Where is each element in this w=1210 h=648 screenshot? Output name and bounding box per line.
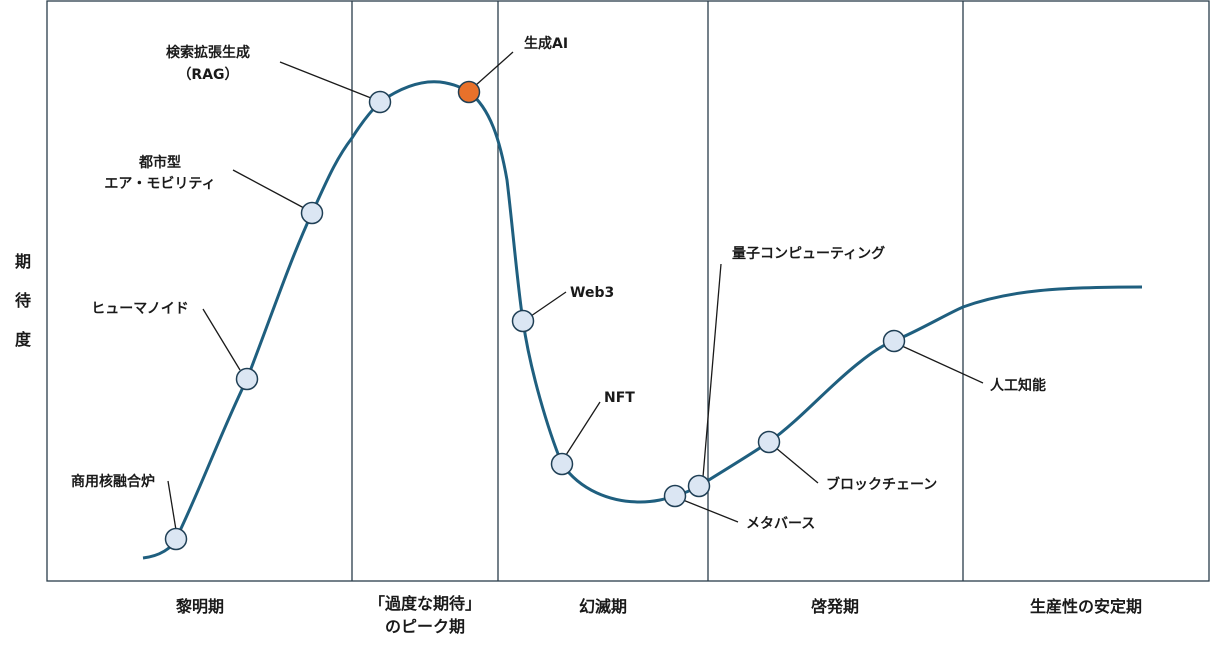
point-humanoid [235, 367, 259, 391]
phase-label-plateau: 生産性の安定期 [1030, 597, 1142, 616]
phase-label-peak-2: のピーク期 [385, 617, 465, 636]
label-metaverse: メタバース [746, 516, 815, 532]
hype-curve [142, 80, 1143, 560]
label-fusion: 商用核融合炉 [71, 473, 155, 490]
leader-line [530, 291, 567, 317]
point-metaverse [663, 484, 687, 508]
label-rag-2: （RAG） [177, 67, 238, 83]
label-nft: NFT [604, 390, 635, 406]
leader-line [702, 263, 722, 478]
label-rag-1: 検索拡張生成 [166, 44, 250, 61]
leader-line [167, 480, 177, 531]
label-blockchain: ブロックチェーン [826, 476, 937, 493]
point-nft [550, 452, 574, 476]
label-web3: Web3 [570, 285, 614, 301]
y-axis-char: 度 [15, 330, 32, 349]
point-rag [368, 90, 392, 114]
leader-line [901, 345, 984, 384]
phase-label-dawn: 黎明期 [176, 597, 224, 616]
point-ai [882, 329, 906, 353]
y-axis-char: 待 [15, 291, 31, 310]
label-quantum: 量子コンピューティング [732, 245, 885, 262]
label-air-mobility-1: 都市型 [138, 154, 181, 171]
chart-frame [46, 0, 1210, 582]
point-genai [457, 80, 481, 104]
label-ai: 人工知能 [990, 377, 1046, 394]
phase-label-disillusion: 幻滅期 [579, 597, 627, 616]
leader-line [232, 169, 305, 209]
label-humanoid: ヒューマノイド [91, 301, 189, 317]
y-axis-label: 期 待 度 [15, 252, 32, 349]
leader-line [279, 61, 372, 99]
label-genai: 生成AI [524, 35, 568, 52]
phase-label-enlightenment: 啓発期 [811, 597, 859, 616]
phase-label-peak-1: 「過度な期待」 [369, 594, 481, 613]
leader-line [775, 447, 819, 484]
leader-line [475, 51, 514, 86]
point-quantum [687, 474, 711, 498]
point-web3 [511, 309, 535, 333]
label-air-mobility-2: エア・モビリティ [104, 176, 215, 192]
point-blockchain [757, 430, 781, 454]
leader-line [682, 499, 739, 523]
y-axis-char: 期 [15, 252, 31, 271]
leader-line [202, 308, 241, 371]
leader-line [565, 401, 601, 456]
point-fusion [164, 527, 188, 551]
point-air-mobility [300, 201, 324, 225]
